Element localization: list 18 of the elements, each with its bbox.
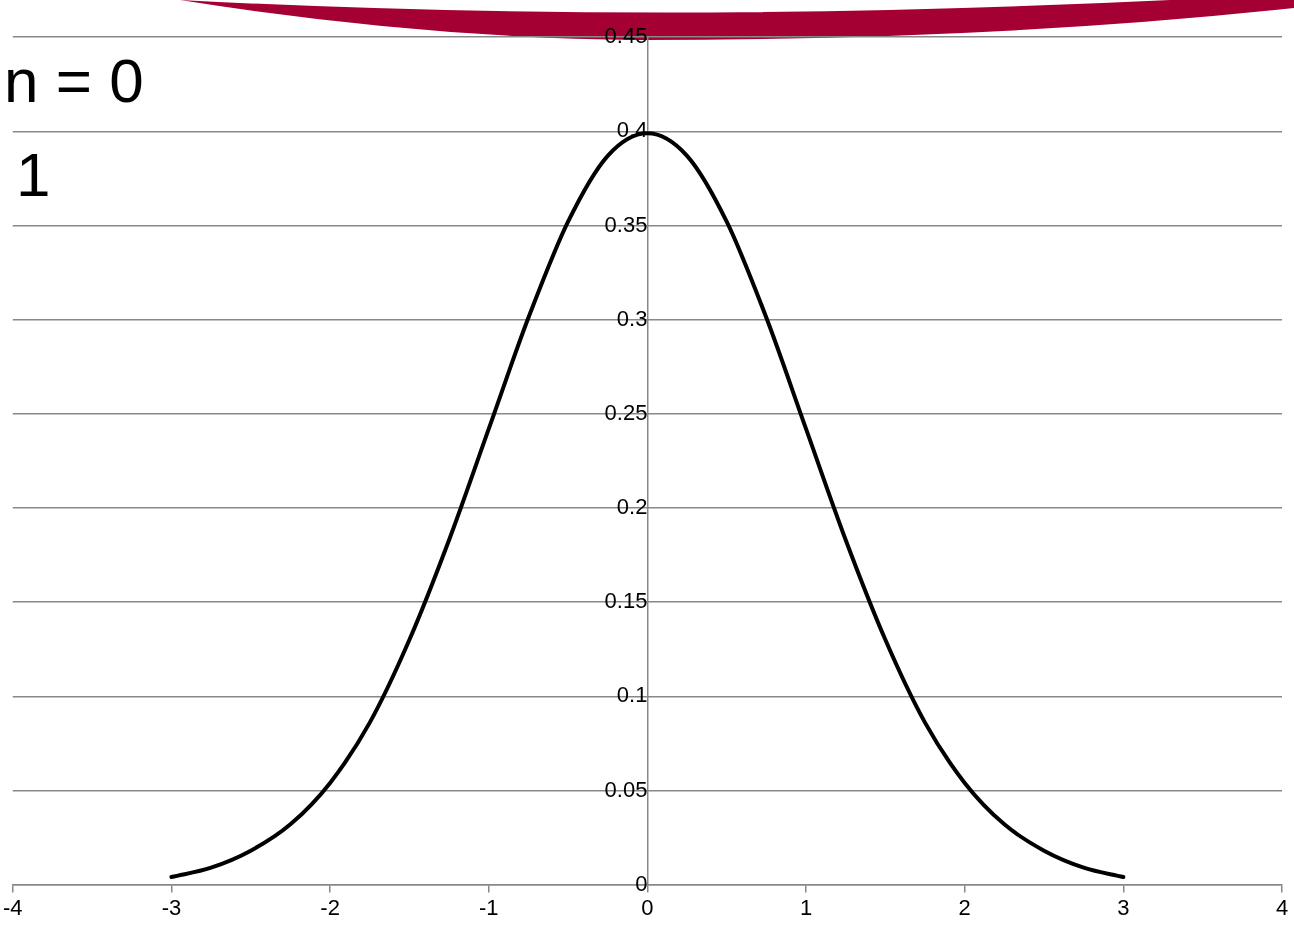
y-tick-label: 0.1: [616, 682, 648, 708]
y-tick-label: 0.2: [616, 494, 648, 520]
y-tick-label: 0.05: [604, 776, 648, 802]
x-tick-label: -3: [161, 894, 182, 920]
y-tick-label: 0.25: [604, 399, 648, 425]
x-tick-label: -2: [320, 894, 340, 920]
x-tick-label: 4: [1275, 894, 1289, 920]
annotation: n = 0: [4, 46, 144, 115]
annotation: 1: [16, 140, 51, 209]
y-tick-label: 0.3: [616, 305, 648, 331]
x-tick-label: 3: [1117, 894, 1130, 920]
y-tick-label: 0.15: [604, 588, 648, 614]
y-tick-label: 0.35: [604, 211, 648, 237]
y-tick-label: 0: [635, 870, 648, 896]
x-tick-label: 2: [958, 894, 971, 920]
x-tick-label: 1: [799, 894, 813, 920]
x-tick-label: -1: [478, 894, 499, 920]
x-tick-label: -4: [3, 894, 23, 920]
